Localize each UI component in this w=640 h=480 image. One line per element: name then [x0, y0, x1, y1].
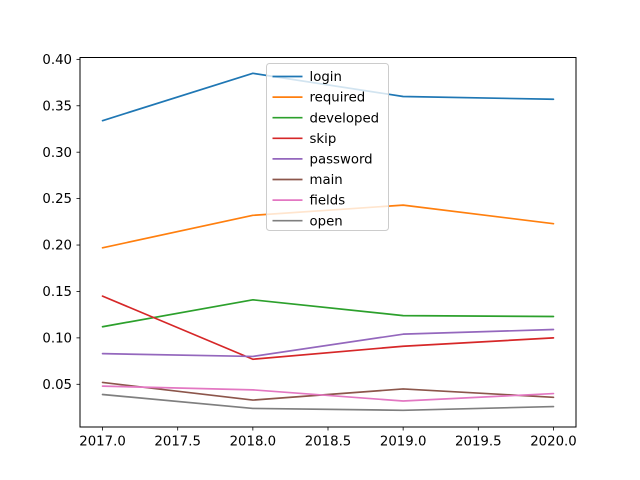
legend: login required developed skip password main fi… — [266, 63, 389, 231]
y-tick-label: 0.25 — [42, 192, 72, 207]
y-tick-label: 0.10 — [42, 331, 72, 346]
legend-label: required — [310, 91, 366, 106]
legend-item: password — [272, 153, 373, 168]
y-tick-label: 0.35 — [42, 99, 72, 114]
x-tick-label: 2018.5 — [305, 435, 352, 450]
y-tick-label: 0.05 — [42, 378, 72, 393]
legend-item: required — [272, 91, 366, 106]
x-tick-label: 2020.0 — [530, 435, 577, 450]
legend-item: fields — [272, 194, 346, 209]
series-line-main — [101, 381, 555, 401]
series-line-fields — [101, 385, 555, 402]
legend-label: developed — [310, 111, 380, 126]
x-tick-label: 2019.5 — [455, 435, 502, 450]
x-tick-label: 2018.0 — [230, 435, 277, 450]
y-tick-label: 0.30 — [42, 146, 72, 161]
legend-item: main — [272, 173, 343, 188]
series-line-open — [101, 393, 555, 412]
y-tick-label: 0.20 — [42, 239, 72, 254]
x-tick-label: 2019.0 — [380, 435, 427, 450]
y-tick-label: 0.15 — [42, 285, 72, 300]
legend-item: open — [272, 214, 343, 229]
x-tick-label: 2017.0 — [79, 435, 126, 450]
legend-label: fields — [310, 194, 346, 209]
series-line-skip — [101, 295, 555, 361]
legend-label: skip — [310, 132, 337, 147]
legend-item: login — [272, 70, 342, 85]
legend-label: main — [310, 173, 343, 188]
legend-item: developed — [272, 111, 380, 126]
legend-label: login — [310, 70, 342, 85]
series-line-developed — [101, 298, 555, 328]
series-line-password — [101, 328, 555, 358]
legend-box — [266, 63, 389, 231]
x-tick-label: 2017.5 — [154, 435, 201, 450]
legend-label: password — [310, 153, 373, 168]
legend-label: open — [310, 214, 343, 229]
y-tick-label: 0.40 — [42, 53, 72, 68]
legend-item: skip — [272, 132, 337, 147]
